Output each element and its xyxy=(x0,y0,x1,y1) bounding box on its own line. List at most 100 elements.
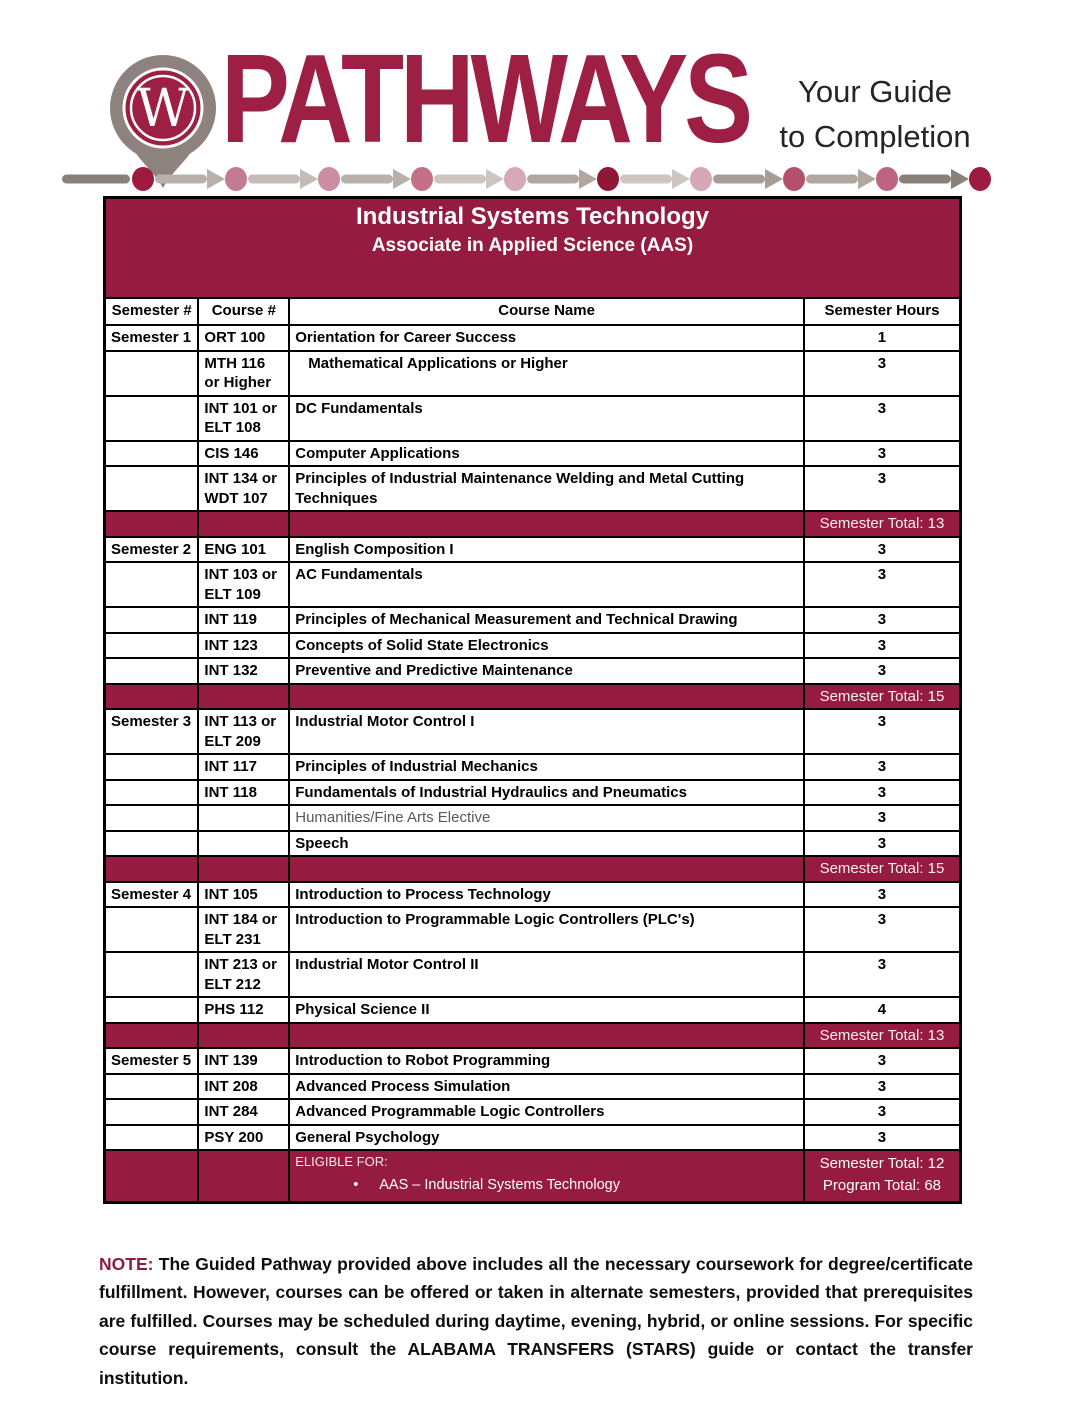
course-hours: 3 xyxy=(802,906,962,953)
total-row-spacer xyxy=(197,510,291,538)
table-row: INT 213 or ELT 212 Industrial Motor Cont… xyxy=(103,951,962,998)
semester-total-row: Semester Total: 15 xyxy=(103,682,962,710)
course-hours: 3 xyxy=(802,631,962,659)
course-hours: 3 xyxy=(802,804,962,832)
course-hours: 3 xyxy=(802,394,962,442)
program-title-cell: Industrial Systems Technology Associate … xyxy=(103,196,962,299)
table-row: Semester 3 INT 113 or ELT 209 Industrial… xyxy=(103,708,962,755)
program-title-band: Industrial Systems Technology Associate … xyxy=(103,196,962,299)
program-total-label: Program Total: 68 xyxy=(822,1176,942,1194)
course-hours: 3 xyxy=(802,439,962,467)
semester-label xyxy=(103,657,200,685)
course-number: INT 103 or ELT 109 xyxy=(197,561,291,608)
course-name: Physical Science II xyxy=(288,996,805,1024)
semester-total-label: Semester Total: 13 xyxy=(802,1021,962,1049)
semester-label xyxy=(103,606,200,634)
course-name: Principles of Industrial Mechanics xyxy=(288,753,805,781)
semester-total-label: Semester Total: 12 xyxy=(819,1155,945,1172)
course-name: Concepts of Solid State Electronics xyxy=(288,631,805,659)
semester-total-label: Semester Total: 15 xyxy=(802,855,962,883)
course-number: INT 105 xyxy=(197,880,291,908)
course-number: INT 184 or ELT 231 xyxy=(197,906,291,953)
table-row: PSY 200 General Psychology 3 xyxy=(103,1123,962,1151)
brand-wordmark: PATHWAYS xyxy=(221,28,753,169)
course-hours: 3 xyxy=(802,1123,962,1151)
table-row: INT 123 Concepts of Solid State Electron… xyxy=(103,631,962,659)
semester-label xyxy=(103,753,200,781)
col-header-course-name: Course Name xyxy=(288,297,805,326)
table-row: INT 117 Principles of Industrial Mechani… xyxy=(103,753,962,781)
semester-label xyxy=(103,804,200,832)
course-number: INT 284 xyxy=(197,1098,291,1126)
semester-label xyxy=(103,906,200,953)
course-hours: 3 xyxy=(802,778,962,806)
course-hours: 3 xyxy=(802,951,962,998)
course-name: English Composition I xyxy=(288,535,805,563)
total-row-spacer xyxy=(197,1149,291,1204)
course-name: Preventive and Predictive Maintenance xyxy=(288,657,805,685)
table-row: INT 184 or ELT 231 Introduction to Progr… xyxy=(103,906,962,953)
total-row-spacer xyxy=(103,682,200,710)
semester-label xyxy=(103,394,200,442)
course-name: Advanced Process Simulation xyxy=(288,1072,805,1100)
table-row: INT 208 Advanced Process Simulation 3 xyxy=(103,1072,962,1100)
col-header-semester-hours: Semester Hours xyxy=(802,297,962,326)
table-row: INT 119 Principles of Mechanical Measure… xyxy=(103,606,962,634)
semester-label: Semester 2 xyxy=(103,535,200,563)
course-number: INT 139 xyxy=(197,1047,291,1075)
course-number xyxy=(197,829,291,857)
course-hours: 3 xyxy=(802,535,962,563)
program-subtitle: Associate in Applied Science (AAS) xyxy=(371,235,694,257)
course-name: Mathematical Applications or Higher xyxy=(288,349,805,397)
course-name: Introduction to Process Technology xyxy=(288,880,805,908)
course-name: Humanities/Fine Arts Elective xyxy=(288,804,805,832)
note-paragraph: NOTE: The Guided Pathway provided above … xyxy=(99,1250,973,1393)
pathway-arrows-graphic xyxy=(62,167,991,191)
semester-total-label: Semester Total: 15 xyxy=(802,682,962,710)
semester-label xyxy=(103,996,200,1024)
semester-label xyxy=(103,465,200,512)
total-row-spacer xyxy=(288,510,805,538)
table-row: Semester 5 INT 139 Introduction to Robot… xyxy=(103,1047,962,1075)
table-row: INT 284 Advanced Programmable Logic Cont… xyxy=(103,1098,962,1126)
course-name: AC Fundamentals xyxy=(288,561,805,608)
semester-label xyxy=(103,439,200,467)
course-hours: 3 xyxy=(802,606,962,634)
semester-label xyxy=(103,951,200,998)
semester-total-label: Semester Total: 13 xyxy=(802,510,962,538)
col-header-course: Course # xyxy=(197,297,291,326)
table-row: PHS 112 Physical Science II 4 xyxy=(103,996,962,1024)
total-row-spacer xyxy=(103,855,200,883)
course-number: CIS 146 xyxy=(197,439,291,467)
course-name: Computer Applications xyxy=(288,439,805,467)
course-number: INT 118 xyxy=(197,778,291,806)
course-name: Principles of Industrial Maintenance Wel… xyxy=(288,465,805,512)
semester-label xyxy=(103,778,200,806)
eligible-item: AAS – Industrial Systems Technology xyxy=(379,1176,620,1193)
semester-label: Semester 3 xyxy=(103,708,200,755)
table-row: Semester 1 ORT 100 Orientation for Caree… xyxy=(103,324,962,352)
note-text: The Guided Pathway provided above includ… xyxy=(99,1253,973,1388)
semester-label xyxy=(103,1098,200,1126)
course-hours: 3 xyxy=(802,708,962,755)
course-number: PHS 112 xyxy=(197,996,291,1024)
bullet-icon: • xyxy=(353,1176,359,1193)
tagline-line2: to Completion xyxy=(779,118,971,154)
table-row: Humanities/Fine Arts Elective 3 xyxy=(103,804,962,832)
table-row: MTH 116 or Higher Mathematical Applicati… xyxy=(103,349,962,397)
course-number: INT 117 xyxy=(197,753,291,781)
course-number: INT 101 or ELT 108 xyxy=(197,394,291,442)
total-row-spacer xyxy=(103,1149,200,1204)
note-label: NOTE: xyxy=(99,1253,154,1274)
course-number xyxy=(197,804,291,832)
course-hours: 1 xyxy=(802,324,962,352)
course-hours: 4 xyxy=(802,996,962,1024)
semester-label xyxy=(103,349,200,397)
semester-label xyxy=(103,1123,200,1151)
logo-letter: W xyxy=(136,79,190,139)
course-hours: 3 xyxy=(802,657,962,685)
course-name: Introduction to Programmable Logic Contr… xyxy=(288,906,805,953)
course-name: Industrial Motor Control II xyxy=(288,951,805,998)
course-name: Orientation for Career Success xyxy=(288,324,805,352)
